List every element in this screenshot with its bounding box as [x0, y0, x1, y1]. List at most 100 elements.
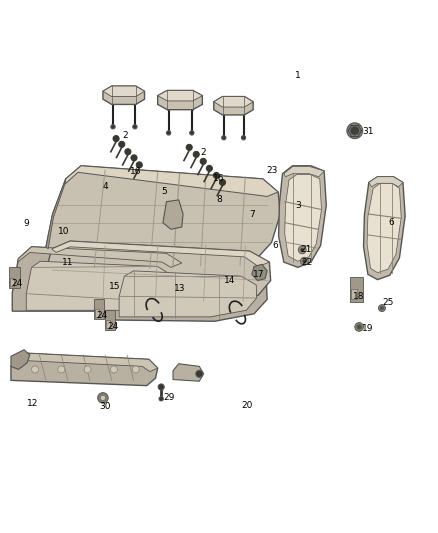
- Circle shape: [219, 179, 226, 185]
- Text: 1: 1: [295, 71, 301, 80]
- Polygon shape: [103, 86, 145, 104]
- Text: 30: 30: [99, 402, 111, 411]
- Circle shape: [378, 304, 385, 312]
- Polygon shape: [11, 350, 30, 369]
- Circle shape: [355, 322, 364, 332]
- Text: 24: 24: [107, 322, 119, 332]
- Polygon shape: [46, 179, 66, 249]
- Circle shape: [357, 325, 361, 329]
- Circle shape: [131, 155, 137, 161]
- Bar: [106, 320, 110, 328]
- Text: 11: 11: [62, 259, 74, 268]
- Text: 22: 22: [301, 259, 312, 268]
- Circle shape: [200, 158, 206, 165]
- Circle shape: [206, 165, 212, 172]
- Text: 12: 12: [27, 399, 39, 408]
- Polygon shape: [18, 247, 182, 268]
- Text: 2: 2: [201, 148, 206, 157]
- Circle shape: [32, 366, 39, 373]
- Text: 29: 29: [163, 392, 174, 401]
- Circle shape: [222, 135, 226, 140]
- Polygon shape: [173, 364, 204, 381]
- Text: 10: 10: [58, 227, 69, 236]
- Bar: [351, 289, 357, 299]
- Text: 19: 19: [362, 324, 374, 333]
- Bar: [95, 310, 99, 317]
- Polygon shape: [46, 241, 271, 304]
- Text: 15: 15: [109, 282, 120, 290]
- Polygon shape: [214, 96, 253, 107]
- Polygon shape: [18, 353, 158, 372]
- Circle shape: [300, 248, 304, 252]
- Text: 24: 24: [11, 279, 22, 288]
- Text: 3: 3: [295, 201, 301, 209]
- Bar: [94, 300, 104, 319]
- Circle shape: [132, 366, 139, 373]
- Polygon shape: [158, 91, 202, 110]
- Text: 9: 9: [23, 219, 29, 228]
- Polygon shape: [367, 183, 401, 273]
- Polygon shape: [52, 241, 269, 266]
- Text: 13: 13: [174, 284, 185, 293]
- Polygon shape: [364, 177, 405, 280]
- Circle shape: [300, 257, 308, 265]
- Text: 21: 21: [300, 245, 311, 254]
- Text: 25: 25: [382, 298, 393, 307]
- Text: 14: 14: [224, 276, 236, 285]
- Polygon shape: [119, 271, 257, 317]
- Polygon shape: [26, 261, 173, 310]
- Text: 8: 8: [216, 196, 222, 205]
- Text: 6: 6: [272, 241, 278, 250]
- Circle shape: [186, 144, 192, 150]
- Circle shape: [196, 370, 203, 377]
- Circle shape: [98, 393, 108, 403]
- Polygon shape: [163, 200, 183, 229]
- Polygon shape: [65, 166, 278, 197]
- Text: 16: 16: [213, 174, 225, 183]
- Polygon shape: [11, 353, 158, 386]
- Circle shape: [100, 395, 106, 400]
- Polygon shape: [279, 166, 326, 268]
- Circle shape: [190, 131, 194, 135]
- Polygon shape: [252, 264, 267, 280]
- Polygon shape: [12, 247, 183, 311]
- Polygon shape: [284, 167, 324, 177]
- Circle shape: [158, 384, 164, 390]
- Text: 17: 17: [253, 270, 264, 279]
- Text: 24: 24: [96, 311, 107, 320]
- Text: 5: 5: [161, 187, 167, 196]
- Circle shape: [193, 151, 199, 157]
- Polygon shape: [285, 174, 321, 261]
- Circle shape: [133, 125, 137, 129]
- Polygon shape: [158, 91, 202, 101]
- Circle shape: [110, 366, 117, 373]
- Circle shape: [58, 366, 65, 373]
- Circle shape: [119, 141, 125, 147]
- Polygon shape: [369, 177, 403, 187]
- Text: 4: 4: [102, 182, 108, 191]
- Bar: [10, 278, 14, 286]
- Bar: [350, 278, 363, 302]
- Text: 7: 7: [249, 211, 255, 219]
- Text: 2: 2: [122, 131, 127, 140]
- Text: 18: 18: [353, 292, 365, 301]
- Text: 20: 20: [242, 401, 253, 410]
- Circle shape: [125, 149, 131, 155]
- Circle shape: [213, 172, 219, 179]
- Circle shape: [241, 135, 246, 140]
- Circle shape: [136, 162, 142, 168]
- Text: 23: 23: [267, 166, 278, 175]
- Polygon shape: [107, 264, 267, 321]
- Circle shape: [298, 246, 306, 254]
- Bar: [9, 266, 20, 287]
- Polygon shape: [103, 86, 145, 96]
- Text: 16: 16: [130, 166, 141, 175]
- Circle shape: [303, 260, 306, 263]
- Text: 6: 6: [388, 218, 394, 227]
- Circle shape: [111, 125, 115, 129]
- Polygon shape: [214, 96, 253, 115]
- Circle shape: [380, 306, 384, 310]
- Bar: [105, 310, 115, 330]
- Circle shape: [166, 131, 171, 135]
- Circle shape: [347, 123, 363, 139]
